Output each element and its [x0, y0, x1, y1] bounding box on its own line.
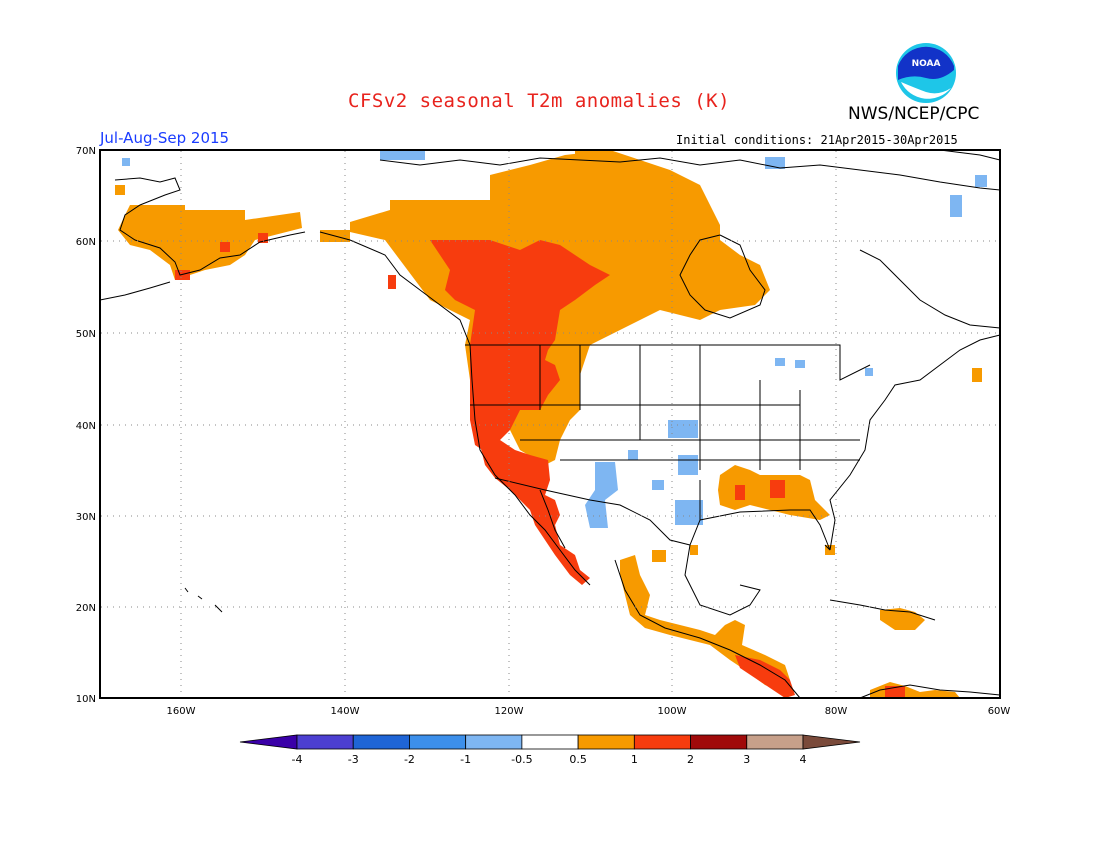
south-america-hot-spot [885, 686, 905, 698]
cool-spot-plains-2 [628, 450, 638, 460]
hudson-bay-coastline [679, 234, 766, 319]
colorbar-swatch [352, 734, 410, 750]
cool-spot-east [865, 368, 873, 376]
canada-arctic-warm [600, 158, 620, 168]
colorbar-tick-label: 2 [687, 753, 694, 766]
mexico-pacific-coastline [614, 559, 801, 699]
baja-coastline [539, 489, 566, 549]
season-label: Jul-Aug-Sep 2015 [100, 129, 230, 147]
colorbar-swatch [465, 734, 523, 750]
lat-label-10: 10N [76, 694, 96, 705]
southeast-hot-spot-2 [770, 480, 785, 498]
cool-spot-arctic-1 [380, 150, 425, 160]
cool-spot-alaska [122, 158, 130, 166]
colorbar-tick-label: 0.5 [569, 753, 587, 766]
initial-conditions-label: Initial conditions: 21Apr2015-30Apr2015 [676, 133, 958, 147]
cool-spot-greenland-1 [950, 195, 962, 217]
colorbar-tick-label: -0.5 [511, 753, 532, 766]
lat-label-70: 70N [76, 146, 96, 157]
map-title: CFSv2 seasonal T2m anomalies (K) [348, 90, 731, 112]
lat-label-50: 50N [76, 329, 96, 340]
colorbar-left-arrow [239, 734, 298, 750]
cool-spot-greenland-2 [975, 175, 987, 187]
lon-label-120: 120W [495, 706, 524, 717]
anomaly-fill-layer [115, 150, 987, 698]
mexico-warm-spot [652, 550, 666, 562]
alaska-hot-spot-2 [220, 242, 230, 252]
cool-spot-texas-2 [652, 480, 664, 490]
colorbar-swatch [521, 734, 579, 750]
noaa-logo-text: NOAA [912, 59, 941, 69]
colorbar-tick-label: -3 [348, 753, 359, 766]
arctic-coastline [379, 157, 1001, 191]
colorbar-tick-label: -1 [460, 753, 471, 766]
state-lines-1 [470, 345, 860, 470]
grid-layer [101, 151, 999, 697]
south-america-coastline [859, 684, 1001, 699]
east-canada-warm-spot [972, 368, 982, 382]
alaska-warm-region [118, 205, 302, 280]
lat-label-30: 30N [76, 512, 96, 523]
bc-coast-hot [388, 275, 396, 289]
longitude-labels: 160W 140W 120W 100W 80W 60W [167, 706, 1011, 717]
gulf-coastline [684, 480, 761, 616]
mexico-warm-region [620, 555, 790, 690]
cool-spot-southwest [585, 462, 618, 528]
lon-label-140: 140W [331, 706, 360, 717]
lat-label-40: 40N [76, 421, 96, 432]
colorbar-tick-label: -4 [292, 753, 303, 766]
agency-label: NWS/NCEP/CPC [848, 104, 980, 124]
labrador-coastline [859, 249, 1001, 329]
lon-label-160: 160W [167, 706, 196, 717]
colorbar-right-arrow [802, 734, 861, 750]
pacific-coastline [319, 231, 591, 586]
alaska-warm-spot [115, 185, 125, 195]
caribbean-coastline [829, 599, 936, 621]
colorbar-swatch [296, 734, 354, 750]
cool-spot-texas-1 [678, 455, 698, 475]
colorbar-swatch [577, 734, 635, 750]
colorbar-tick-label: 4 [800, 753, 807, 766]
colorbar: -4 -3 -2 -1 -0.5 0.5 1 2 3 4 [239, 734, 861, 766]
noaa-logo: NOAA [896, 43, 956, 103]
latitude-labels: 70N 60N 50N 40N 30N 20N 10N [76, 146, 96, 705]
hawaii-islands [184, 587, 223, 613]
cool-spot-great-lakes-2 [795, 360, 805, 368]
alaska-coastline [114, 177, 306, 276]
alaska-hot-spot-1 [175, 270, 190, 280]
lon-label-80: 80W [825, 706, 848, 717]
central-america-hot-region [735, 655, 795, 698]
colorbar-swatch [633, 734, 691, 750]
aleutian-coastline [99, 281, 171, 301]
lon-label-60: 60W [988, 706, 1011, 717]
us-mexico-border [494, 477, 691, 546]
lat-label-20: 20N [76, 603, 96, 614]
colorbar-tick-label: 1 [631, 753, 638, 766]
gulf-warm-spot [690, 545, 698, 555]
lat-label-60: 60N [76, 237, 96, 248]
colorbar-swatch [409, 734, 467, 750]
greenland-coastline [900, 149, 1001, 161]
cool-spot-great-lakes-1 [775, 358, 785, 366]
us-canada-border [465, 344, 871, 381]
colorbar-tick-label: -2 [404, 753, 415, 766]
map-frame [99, 149, 1001, 699]
colorbar-swatch [746, 734, 804, 750]
canada-north-warm [575, 150, 613, 160]
alaska-hot-spot-3 [258, 233, 268, 243]
coastline-layer [99, 149, 1001, 699]
california-hot-region [480, 440, 590, 585]
colorbar-tick-label: 3 [743, 753, 750, 766]
cool-spot-texas-3 [675, 500, 703, 525]
lon-label-100: 100W [658, 706, 687, 717]
pacific-nw-hot-region [430, 240, 610, 455]
cool-spot-plains-1 [668, 420, 698, 438]
southeast-hot-spot-1 [735, 485, 745, 500]
atlantic-coastline [829, 334, 1001, 551]
colorbar-swatch [690, 734, 748, 750]
